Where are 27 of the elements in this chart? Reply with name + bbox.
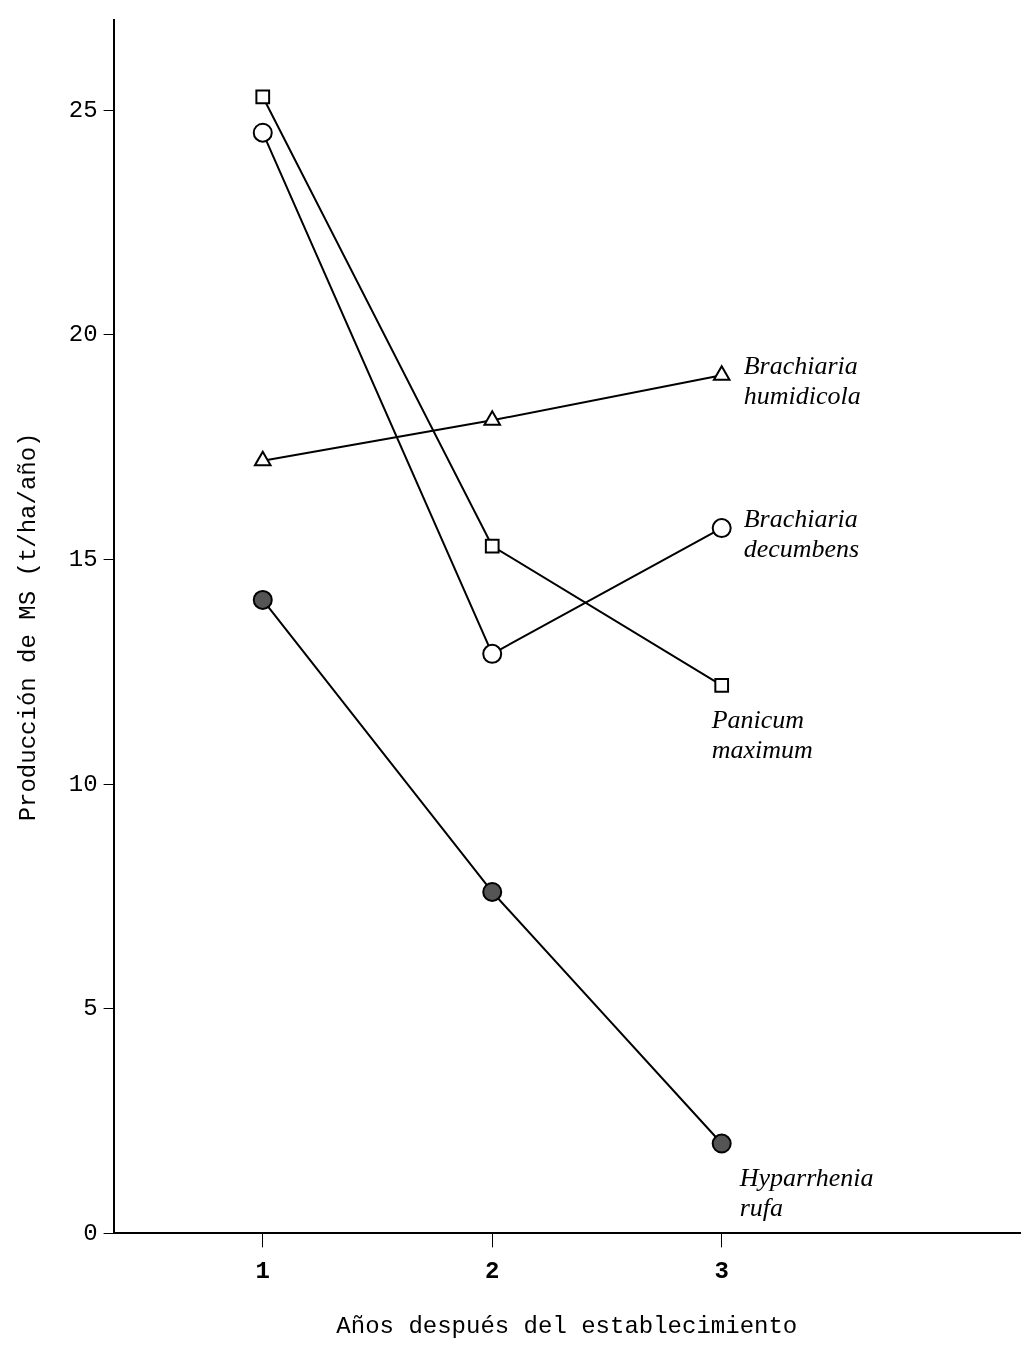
point — [255, 89, 271, 105]
point — [252, 122, 273, 143]
series-label: Hyparrhenia rufa — [738, 1163, 874, 1223]
x-tick-label: 1 — [255, 1257, 270, 1285]
point — [482, 881, 503, 902]
point — [483, 410, 502, 426]
y-tick-label: 20 — [68, 321, 98, 349]
series-label: Panicum maximum — [710, 705, 813, 765]
y-tick-label: 5 — [83, 995, 98, 1023]
series-label: Brachiaria decumbens — [743, 503, 860, 563]
series-label: Brachiaria humidicola — [743, 351, 861, 411]
point — [482, 643, 503, 664]
point — [712, 365, 731, 381]
y-tick-label: 25 — [68, 96, 98, 124]
x-tick-label: 2 — [485, 1257, 500, 1285]
point — [714, 677, 730, 693]
y-tick-label: 10 — [68, 770, 98, 798]
point — [253, 450, 272, 467]
point — [711, 518, 732, 539]
point — [711, 1133, 732, 1154]
y-axis-title: Producción de MS (t/ha/año) — [14, 432, 42, 822]
x-tick-label: 3 — [714, 1257, 729, 1285]
x-axis-title: Años después del establecimiento — [336, 1312, 798, 1340]
point — [252, 589, 273, 610]
point — [484, 538, 500, 554]
y-tick-label: 15 — [68, 545, 98, 573]
y-tick-label: 0 — [83, 1219, 98, 1247]
